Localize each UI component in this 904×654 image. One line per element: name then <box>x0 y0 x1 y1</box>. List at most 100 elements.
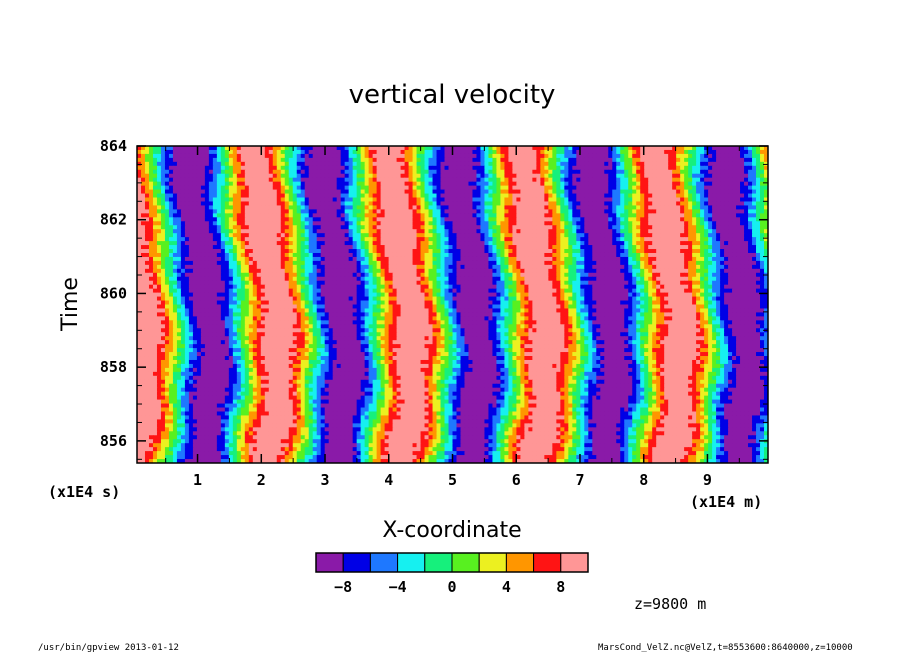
field-cell <box>576 221 581 226</box>
field-cell <box>716 256 721 262</box>
field-cell <box>724 201 729 207</box>
field-cell <box>324 189 330 195</box>
field-cell <box>340 217 346 222</box>
field-cell <box>444 221 450 226</box>
field-cell <box>648 181 653 187</box>
field-cell <box>540 181 545 187</box>
field-cell <box>256 233 262 238</box>
field-cell <box>164 193 170 199</box>
field-cell <box>640 189 645 195</box>
field-cell <box>296 237 302 242</box>
field-cell <box>696 260 701 266</box>
field-cell <box>252 201 258 207</box>
field-cell <box>744 181 749 187</box>
field-cell <box>680 245 685 250</box>
field-cell <box>256 256 262 262</box>
field-cell <box>192 177 198 183</box>
field-cell <box>156 161 162 167</box>
field-cell <box>500 233 506 238</box>
field-cell <box>344 161 350 167</box>
field-cell <box>240 225 246 230</box>
field-cell <box>332 245 338 250</box>
field-cell <box>760 193 765 199</box>
field-cell <box>228 177 234 183</box>
field-cell <box>144 213 150 218</box>
field-cell <box>664 256 669 262</box>
field-cell <box>304 217 310 222</box>
field-cell <box>320 205 326 210</box>
field-cell <box>660 256 665 262</box>
field-cell <box>368 161 374 167</box>
field-cell <box>208 229 214 234</box>
field-cell <box>504 165 510 171</box>
field-cell <box>552 146 557 151</box>
field-cell <box>216 165 222 171</box>
field-cell <box>196 252 202 258</box>
field-cell <box>224 221 230 226</box>
field-cell <box>360 233 366 238</box>
field-cell <box>236 260 242 266</box>
field-cell <box>404 197 410 203</box>
field-cell <box>220 209 226 214</box>
field-cell <box>160 217 166 222</box>
field-cell <box>548 193 553 199</box>
field-cell <box>720 165 725 171</box>
field-cell <box>532 233 537 238</box>
field-cell <box>408 161 414 167</box>
field-cell <box>380 249 386 254</box>
field-cell <box>284 197 290 203</box>
field-cell <box>268 149 274 155</box>
field-cell <box>456 177 462 183</box>
field-cell <box>452 185 458 191</box>
field-cell <box>216 146 222 151</box>
field-cell <box>340 201 346 207</box>
field-cell <box>632 157 637 163</box>
field-cell <box>248 169 254 175</box>
field-cell <box>516 229 521 234</box>
field-cell <box>504 201 510 207</box>
field-cell <box>348 201 354 207</box>
field-cell <box>448 209 454 214</box>
field-cell <box>692 225 697 230</box>
field-cell <box>332 256 338 262</box>
field-cell <box>696 201 701 207</box>
field-cell <box>524 260 529 266</box>
field-cell <box>220 173 226 179</box>
field-cell <box>300 249 306 254</box>
field-cell <box>656 197 661 203</box>
field-cell <box>540 201 545 207</box>
field-cell <box>524 237 529 242</box>
field-cell <box>416 268 422 274</box>
field-cell <box>256 149 262 155</box>
field-cell <box>528 177 533 183</box>
field-cell <box>536 256 541 262</box>
field-cell <box>232 169 238 175</box>
field-cell <box>540 260 545 266</box>
field-cell <box>516 181 521 187</box>
field-cell <box>360 169 366 175</box>
field-cell <box>200 264 206 270</box>
field-cell <box>480 205 486 210</box>
field-cell <box>340 245 346 250</box>
field-cell <box>388 245 394 250</box>
field-cell <box>656 245 661 250</box>
field-cell <box>524 264 529 270</box>
field-cell <box>712 221 717 226</box>
field-cell <box>484 233 490 238</box>
field-cell <box>588 245 593 250</box>
field-cell <box>464 181 470 187</box>
field-cell <box>700 233 705 238</box>
field-cell <box>704 205 709 210</box>
field-cell <box>476 189 482 195</box>
field-cell <box>716 153 721 159</box>
field-cell <box>137 193 142 199</box>
field-cell <box>628 157 633 163</box>
field-cell <box>460 245 466 250</box>
field-cell <box>236 217 242 222</box>
field-cell <box>192 209 198 214</box>
field-cell <box>232 264 238 270</box>
field-cell <box>628 173 633 179</box>
field-cell <box>456 185 462 191</box>
field-cell <box>600 197 605 203</box>
field-cell <box>244 249 250 254</box>
